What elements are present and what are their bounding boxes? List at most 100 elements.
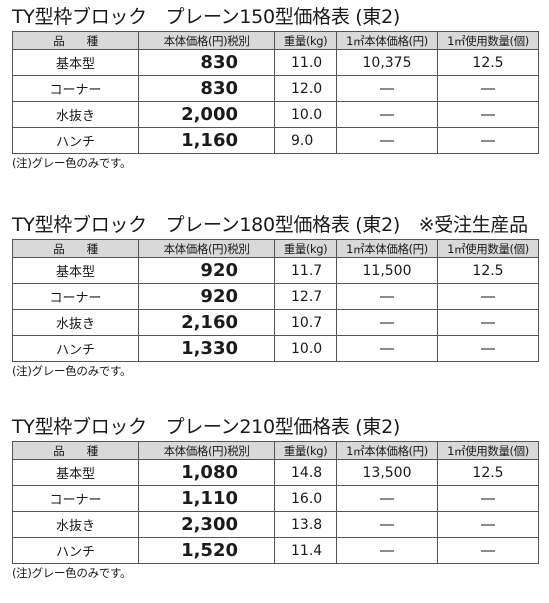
cell-weight: 11.7 <box>274 257 337 284</box>
cell-name: ハンチ <box>12 537 139 564</box>
cell-name: 基本型 <box>12 257 139 284</box>
cell-price: 830 <box>138 75 275 102</box>
table-row: 基本型 1,080 14.8 13,500 12.5 <box>12 459 539 486</box>
table-note: (注)グレー色のみです。 <box>12 156 132 170</box>
table-title: TY型枠ブロック プレーン180型価格表 (東2) ※受注生産品 <box>12 214 528 236</box>
cell-weight: 16.0 <box>274 485 337 512</box>
table-title: TY型枠ブロック プレーン150型価格表 (東2) <box>12 6 400 28</box>
cell-unit-price: ― <box>336 283 438 310</box>
cell-quantity: ― <box>437 309 539 336</box>
cell-price: 1,160 <box>138 127 275 154</box>
cell-unit-price: ― <box>336 309 438 336</box>
cell-name: 水抜き <box>12 511 139 538</box>
header-row: 品 種 本体価格(円)税別 重量(kg) 1㎡本体価格(円) 1㎡使用数量(個) <box>12 31 539 50</box>
table-row: 水抜き 2,000 10.0 ― ― <box>12 101 539 128</box>
cell-price: 1,520 <box>138 537 275 564</box>
cell-price: 1,110 <box>138 485 275 512</box>
table-row: 水抜き 2,300 13.8 ― ― <box>12 511 539 538</box>
header-name: 品 種 <box>12 239 139 258</box>
cell-price: 920 <box>138 257 275 284</box>
table-row: ハンチ 1,330 10.0 ― ― <box>12 335 539 362</box>
cell-quantity: ― <box>437 75 539 102</box>
cell-unit-price: 11,500 <box>336 257 438 284</box>
cell-quantity: 12.5 <box>437 49 539 76</box>
header-price: 本体価格(円)税別 <box>138 239 275 258</box>
table-row: 基本型 830 11.0 10,375 12.5 <box>12 49 539 76</box>
cell-price: 2,000 <box>138 101 275 128</box>
price-table-210: TY型枠ブロック プレーン210型価格表 (東2) 品 種 本体価格(円)税別 … <box>12 416 539 581</box>
cell-name: 基本型 <box>12 459 139 486</box>
header-unit-price: 1㎡本体価格(円) <box>336 239 438 258</box>
cell-unit-price: ― <box>336 511 438 538</box>
header-quantity: 1㎡使用数量(個) <box>437 239 539 258</box>
price-table: 品 種 本体価格(円)税別 重量(kg) 1㎡本体価格(円) 1㎡使用数量(個)… <box>12 31 539 154</box>
cell-unit-price: ― <box>336 485 438 512</box>
header-unit-price: 1㎡本体価格(円) <box>336 441 438 460</box>
header-row: 品 種 本体価格(円)税別 重量(kg) 1㎡本体価格(円) 1㎡使用数量(個) <box>12 239 539 258</box>
cell-name: ハンチ <box>12 335 139 362</box>
cell-quantity: ― <box>437 511 539 538</box>
cell-name: コーナー <box>12 283 139 310</box>
cell-weight: 9.0 <box>274 127 337 154</box>
cell-quantity: 12.5 <box>437 459 539 486</box>
cell-weight: 12.0 <box>274 75 337 102</box>
cell-quantity: ― <box>437 101 539 128</box>
table-title: TY型枠ブロック プレーン210型価格表 (東2) <box>12 416 400 438</box>
cell-price: 2,160 <box>138 309 275 336</box>
cell-name: 水抜き <box>12 309 139 336</box>
cell-price: 920 <box>138 283 275 310</box>
cell-unit-price: ― <box>336 101 438 128</box>
cell-weight: 11.0 <box>274 49 337 76</box>
cell-name: 水抜き <box>12 101 139 128</box>
price-table: 品 種 本体価格(円)税別 重量(kg) 1㎡本体価格(円) 1㎡使用数量(個)… <box>12 239 539 362</box>
header-row: 品 種 本体価格(円)税別 重量(kg) 1㎡本体価格(円) 1㎡使用数量(個) <box>12 441 539 460</box>
cell-weight: 13.8 <box>274 511 337 538</box>
table-note: (注)グレー色のみです。 <box>12 364 132 378</box>
cell-quantity: ― <box>437 485 539 512</box>
table-row: コーナー 830 12.0 ― ― <box>12 75 539 102</box>
table-row: 基本型 920 11.7 11,500 12.5 <box>12 257 539 284</box>
cell-quantity: ― <box>437 335 539 362</box>
header-quantity: 1㎡使用数量(個) <box>437 31 539 50</box>
cell-unit-price: ― <box>336 335 438 362</box>
header-unit-price: 1㎡本体価格(円) <box>336 31 438 50</box>
cell-price: 2,300 <box>138 511 275 538</box>
table-row: コーナー 920 12.7 ― ― <box>12 283 539 310</box>
cell-quantity: ― <box>437 537 539 564</box>
header-weight: 重量(kg) <box>274 239 337 258</box>
cell-name: コーナー <box>12 485 139 512</box>
price-table-180: TY型枠ブロック プレーン180型価格表 (東2) ※受注生産品 品 種 本体価… <box>12 214 539 379</box>
table-row: ハンチ 1,520 11.4 ― ― <box>12 537 539 564</box>
header-price: 本体価格(円)税別 <box>138 441 275 460</box>
cell-unit-price: ― <box>336 537 438 564</box>
cell-unit-price: ― <box>336 75 438 102</box>
cell-weight: 14.8 <box>274 459 337 486</box>
header-price: 本体価格(円)税別 <box>138 31 275 50</box>
header-name: 品 種 <box>12 441 139 460</box>
cell-name: ハンチ <box>12 127 139 154</box>
cell-weight: 12.7 <box>274 283 337 310</box>
table-row: ハンチ 1,160 9.0 ― ― <box>12 127 539 154</box>
cell-unit-price: 13,500 <box>336 459 438 486</box>
table-row: 水抜き 2,160 10.7 ― ― <box>12 309 539 336</box>
cell-unit-price: 10,375 <box>336 49 438 76</box>
table-note: (注)グレー色のみです。 <box>12 566 132 580</box>
cell-weight: 10.7 <box>274 309 337 336</box>
header-quantity: 1㎡使用数量(個) <box>437 441 539 460</box>
header-weight: 重量(kg) <box>274 31 337 50</box>
cell-quantity: ― <box>437 127 539 154</box>
header-name: 品 種 <box>12 31 139 50</box>
header-weight: 重量(kg) <box>274 441 337 460</box>
cell-name: 基本型 <box>12 49 139 76</box>
price-table-150: TY型枠ブロック プレーン150型価格表 (東2) 品 種 本体価格(円)税別 … <box>12 6 539 171</box>
price-table: 品 種 本体価格(円)税別 重量(kg) 1㎡本体価格(円) 1㎡使用数量(個)… <box>12 441 539 564</box>
cell-quantity: ― <box>437 283 539 310</box>
cell-price: 1,080 <box>138 459 275 486</box>
cell-weight: 10.0 <box>274 101 337 128</box>
cell-weight: 10.0 <box>274 335 337 362</box>
cell-unit-price: ― <box>336 127 438 154</box>
table-row: コーナー 1,110 16.0 ― ― <box>12 485 539 512</box>
cell-name: コーナー <box>12 75 139 102</box>
cell-price: 1,330 <box>138 335 275 362</box>
cell-quantity: 12.5 <box>437 257 539 284</box>
